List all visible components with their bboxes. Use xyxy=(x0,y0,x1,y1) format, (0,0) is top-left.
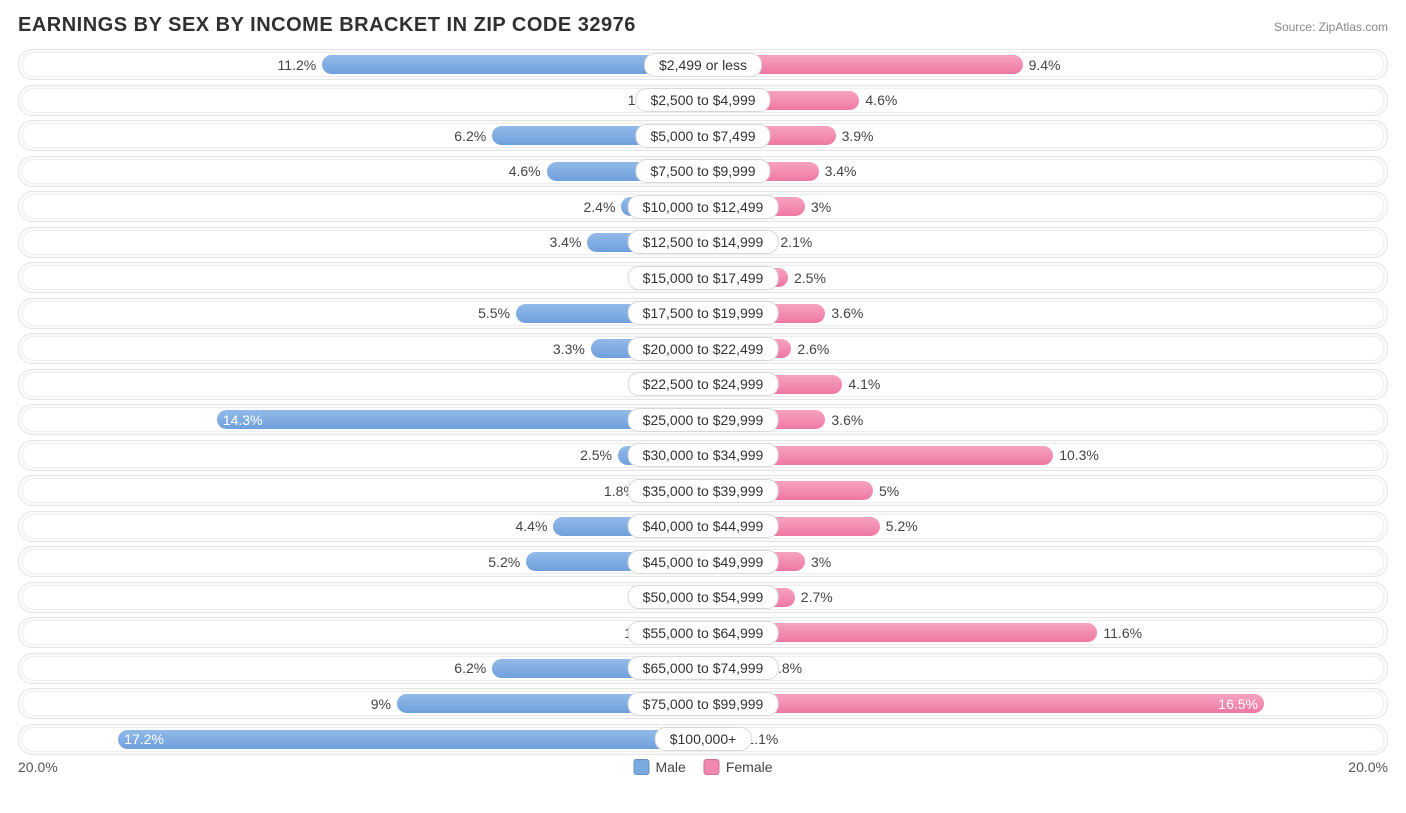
male-bar: 17.2% xyxy=(118,730,703,749)
male-value-label: 4.4% xyxy=(515,517,553,536)
female-value-label: 9.4% xyxy=(1023,55,1061,74)
category-pill: $30,000 to $34,999 xyxy=(628,443,779,467)
category-pill: $5,000 to $7,499 xyxy=(635,124,770,148)
legend-item-male: Male xyxy=(633,759,685,775)
category-pill: $20,000 to $22,499 xyxy=(628,337,779,361)
male-value-label: 11.2% xyxy=(278,55,323,74)
male-value-label: 3.3% xyxy=(553,339,591,358)
axis-right-label: 20.0% xyxy=(1348,759,1388,775)
female-value-label: 5.2% xyxy=(880,517,918,536)
male-value-label: 17.2% xyxy=(124,730,164,749)
category-pill: $10,000 to $12,499 xyxy=(628,195,779,219)
category-pill: $75,000 to $99,999 xyxy=(628,692,779,716)
chart-title: EARNINGS BY SEX BY INCOME BRACKET IN ZIP… xyxy=(18,14,636,37)
chart-row: 3.4% 2.1%$12,500 to $14,999 xyxy=(18,227,1388,258)
chart-row: 11.2% 9.4% $2,499 or less xyxy=(18,49,1388,80)
male-value-label: 2.4% xyxy=(583,197,621,216)
chart-row: 2.4% 3% $10,000 to $12,499 xyxy=(18,191,1388,222)
female-value-label: 3% xyxy=(805,552,831,571)
chart-row: 4.6% 3.4% $7,500 to $9,999 xyxy=(18,156,1388,187)
legend-male-label: Male xyxy=(655,759,685,775)
female-bar: 16.5% xyxy=(703,694,1264,713)
category-pill: $15,000 to $17,499 xyxy=(628,266,779,290)
male-value-label: 5.5% xyxy=(478,304,516,323)
female-value-label: 2.6% xyxy=(791,339,829,358)
axis-left-label: 20.0% xyxy=(18,759,58,775)
female-value-label: 3.9% xyxy=(836,126,874,145)
male-value-label: 6.2% xyxy=(454,659,492,678)
female-value-label: 3.6% xyxy=(825,410,863,429)
female-value-label: 5% xyxy=(873,481,899,500)
male-value-label: 9% xyxy=(371,694,397,713)
category-pill: $22,500 to $24,999 xyxy=(628,372,779,396)
chart-footer: 20.0% Male Female 20.0% xyxy=(18,759,1388,775)
male-value-label: 2.5% xyxy=(580,446,618,465)
chart-row: 1.8%5%$35,000 to $39,999 xyxy=(18,475,1388,506)
female-value-label: 2.1% xyxy=(774,233,812,252)
female-value-label: 4.1% xyxy=(842,375,880,394)
chart-body: 11.2%9.4%$2,499 or less1.1%4.6%$2,500 to… xyxy=(18,49,1388,755)
female-value-label: 11.6% xyxy=(1097,623,1142,642)
category-pill: $17,500 to $19,999 xyxy=(628,301,779,325)
chart-row: 14.3% 3.6% $25,000 to $29,999 xyxy=(18,404,1388,435)
female-value-label: 4.6% xyxy=(859,91,897,110)
male-value-label: 5.2% xyxy=(488,552,526,571)
category-pill: $100,000+ xyxy=(655,727,752,751)
female-value-label: 2.7% xyxy=(795,588,833,607)
female-value-label: 3.4% xyxy=(819,162,857,181)
chart-row: 0.65%2.5%$15,000 to $17,499 xyxy=(18,262,1388,293)
chart-row: 6.2% 3.9% $5,000 to $7,499 xyxy=(18,120,1388,151)
female-value-label: 3.6% xyxy=(825,304,863,323)
chart-row: 4.4% 5.2% $40,000 to $44,999 xyxy=(18,511,1388,542)
legend-item-female: Female xyxy=(704,759,773,775)
chart-row: 0%4.1%$22,500 to $24,999 xyxy=(18,369,1388,400)
category-pill: $45,000 to $49,999 xyxy=(628,550,779,574)
category-pill: $7,500 to $9,999 xyxy=(635,159,770,183)
chart-legend: Male Female xyxy=(633,759,772,775)
chart-source: Source: ZipAtlas.com xyxy=(1274,20,1388,34)
female-value-label: 16.5% xyxy=(1218,694,1258,713)
chart-header: EARNINGS BY SEX BY INCOME BRACKET IN ZIP… xyxy=(18,14,1388,37)
category-pill: $65,000 to $74,999 xyxy=(628,656,779,680)
category-pill: $2,499 or less xyxy=(644,53,762,77)
chart-row: 17.2%1.1%$100,000+ xyxy=(18,724,1388,755)
male-value-label: 3.4% xyxy=(549,233,587,252)
category-pill: $35,000 to $39,999 xyxy=(628,479,779,503)
chart-row: 3.3% 2.6% $20,000 to $22,499 xyxy=(18,333,1388,364)
male-value-label: 6.2% xyxy=(454,126,492,145)
female-value-label: 3% xyxy=(805,197,831,216)
chart-row: 5.2% 3% $45,000 to $49,999 xyxy=(18,546,1388,577)
female-value-label: 10.3% xyxy=(1053,446,1099,465)
category-pill: $12,500 to $14,999 xyxy=(628,230,779,254)
male-value-label: 4.6% xyxy=(509,162,547,181)
category-pill: $50,000 to $54,999 xyxy=(628,585,779,609)
category-pill: $25,000 to $29,999 xyxy=(628,408,779,432)
chart-row: 1.2%11.6%$55,000 to $64,999 xyxy=(18,617,1388,648)
female-value-label: 2.5% xyxy=(788,268,826,287)
chart-row: 1.1%4.6%$2,500 to $4,999 xyxy=(18,85,1388,116)
chart-row: 0%2.7%$50,000 to $54,999 xyxy=(18,582,1388,613)
chart-row: 2.5% 10.3% $30,000 to $34,999 xyxy=(18,440,1388,471)
female-swatch-icon xyxy=(704,759,720,775)
category-pill: $55,000 to $64,999 xyxy=(628,621,779,645)
chart-row: 6.2%1.8%$65,000 to $74,999 xyxy=(18,653,1388,684)
category-pill: $40,000 to $44,999 xyxy=(628,514,779,538)
chart-row: 5.5% 3.6% $17,500 to $19,999 xyxy=(18,298,1388,329)
category-pill: $2,500 to $4,999 xyxy=(635,88,770,112)
male-swatch-icon xyxy=(633,759,649,775)
chart-row: 9% 16.5% $75,000 to $99,999 xyxy=(18,688,1388,719)
male-value-label: 14.3% xyxy=(223,410,263,429)
legend-female-label: Female xyxy=(726,759,773,775)
